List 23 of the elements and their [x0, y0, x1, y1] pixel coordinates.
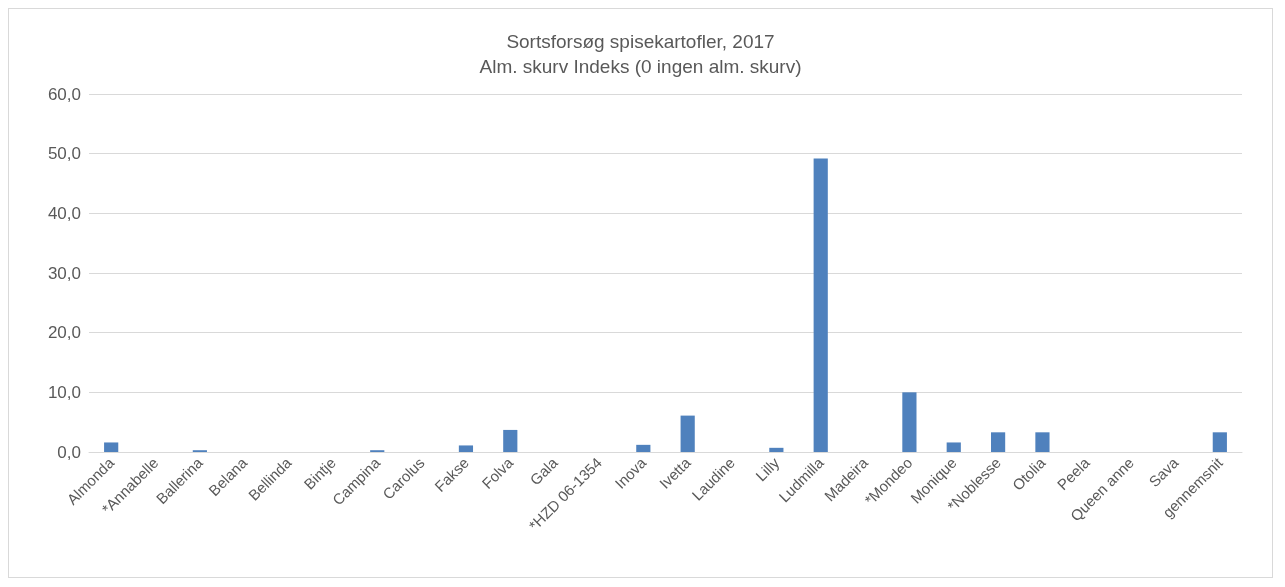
bar [902, 392, 917, 452]
x-tick-label: Lilly [752, 453, 783, 485]
y-tick-label: 0,0 [57, 442, 81, 462]
y-tick-label: 20,0 [47, 323, 81, 343]
y-tick-label: 60,0 [47, 84, 81, 104]
bar [946, 442, 961, 452]
chart-title: Sortsforsøg spisekartofler, 2017 [506, 31, 775, 52]
x-tick-label: Gala [526, 453, 562, 489]
bar [636, 444, 651, 452]
bar [503, 429, 518, 452]
bar [458, 445, 474, 452]
chart-subtitle: Alm. skurv Indeks (0 ingen alm. skurv) [479, 56, 802, 77]
y-tick-label: 40,0 [47, 203, 81, 223]
y-tick-label: 10,0 [47, 382, 81, 402]
y-tick-label: 30,0 [47, 263, 81, 283]
bar [680, 415, 695, 452]
bar [991, 432, 1006, 452]
bar [813, 158, 828, 452]
bar [104, 442, 119, 452]
bar [1035, 432, 1050, 452]
bar [1212, 432, 1227, 452]
bar [769, 447, 784, 452]
y-tick-label: 50,0 [47, 144, 81, 164]
